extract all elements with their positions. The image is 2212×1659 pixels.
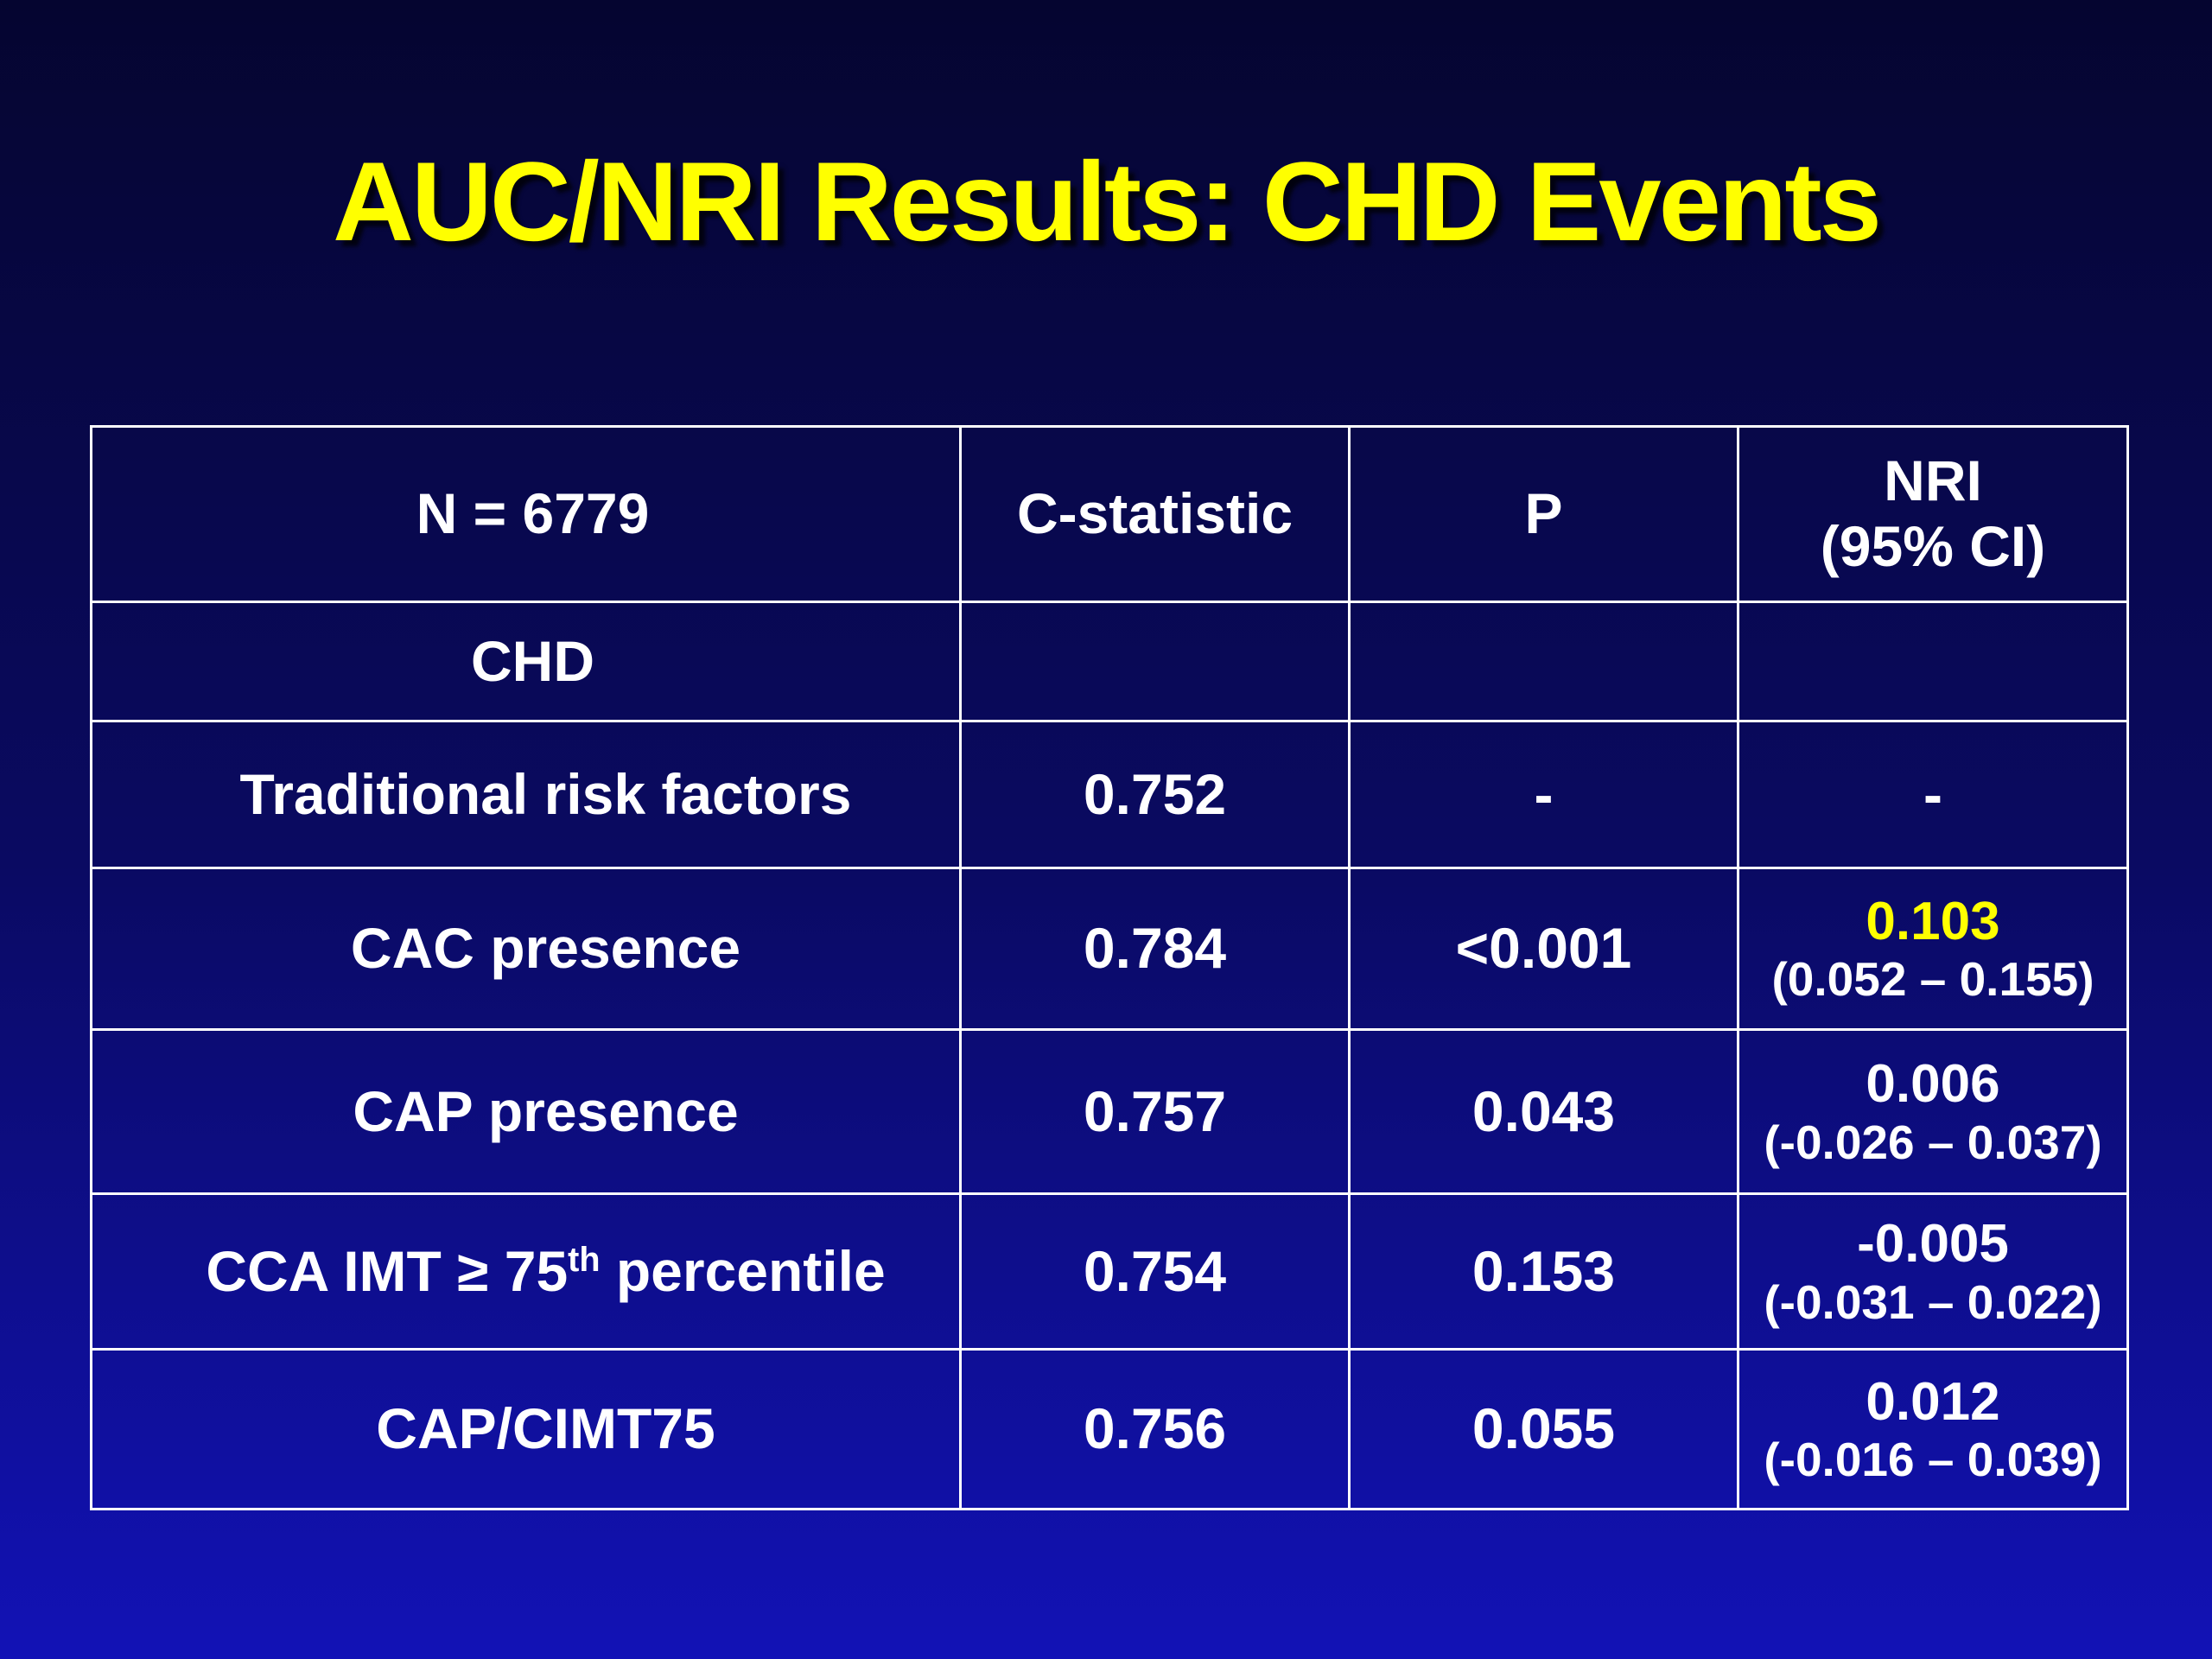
row-traditional-label: Traditional risk factors	[90, 720, 962, 869]
table-row-cap-cimt75: CAP/CIMT75 0.756 0.055 0.012 (-0.016 – 0…	[90, 1348, 2129, 1510]
header-cell-c-statistic: C-statistic	[959, 425, 1351, 603]
table-row-cca-imt: CCA IMT ≥ 75th percentile 0.754 0.153 -0…	[90, 1192, 2129, 1351]
row-cac-nri-ci: (0.052 – 0.155)	[1771, 952, 2094, 1007]
row-cca-imt-label-sup: th	[568, 1240, 601, 1279]
row-cap-cimt75-nri-ci: (-0.016 – 0.039)	[1764, 1433, 2102, 1487]
row-chd-label: CHD	[90, 601, 962, 722]
row-cap-label: CAP presence	[90, 1028, 962, 1195]
header-cell-p: P	[1348, 425, 1739, 603]
row-cca-imt-label: CCA IMT ≥ 75th percentile	[90, 1192, 962, 1351]
row-cca-imt-nri: -0.005 (-0.031 – 0.022)	[1737, 1192, 2129, 1351]
table-row-traditional: Traditional risk factors 0.752 - -	[90, 720, 2129, 869]
results-table: N = 6779 C-statistic P NRI (95% CI) CHD …	[90, 425, 2129, 1510]
row-cac-nri: 0.103 (0.052 – 0.155)	[1737, 867, 2129, 1031]
header-nri-line2: (95% CI)	[1820, 514, 2046, 578]
row-cap-c-statistic: 0.757	[959, 1028, 1351, 1195]
header-cell-nri: NRI (95% CI)	[1737, 425, 2129, 603]
row-cca-imt-p: 0.153	[1348, 1192, 1739, 1351]
header-nri-line1: NRI	[1884, 448, 1982, 513]
row-traditional-c-statistic: 0.752	[959, 720, 1351, 869]
row-cap-p: 0.043	[1348, 1028, 1739, 1195]
row-cac-label: CAC presence	[90, 867, 962, 1031]
row-cap-cimt75-nri-value: 0.012	[1866, 1371, 2000, 1432]
row-chd-nri	[1737, 601, 2129, 722]
row-chd-p	[1348, 601, 1739, 722]
header-cell-n: N = 6779	[90, 425, 962, 603]
row-cap-nri-ci: (-0.026 – 0.037)	[1764, 1115, 2102, 1169]
row-cap-nri: 0.006 (-0.026 – 0.037)	[1737, 1028, 2129, 1195]
table-row-cap: CAP presence 0.757 0.043 0.006 (-0.026 –…	[90, 1028, 2129, 1195]
row-cca-imt-label-post: percentile	[600, 1238, 886, 1303]
row-cac-c-statistic: 0.784	[959, 867, 1351, 1031]
row-cca-imt-nri-value: -0.005	[1857, 1214, 2009, 1274]
row-cca-imt-nri-ci: (-0.031 – 0.022)	[1764, 1274, 2102, 1329]
row-cap-cimt75-p: 0.055	[1348, 1348, 1739, 1510]
row-cac-p: <0.001	[1348, 867, 1739, 1031]
row-traditional-nri: -	[1737, 720, 2129, 869]
table-row-chd: CHD	[90, 601, 2129, 722]
row-chd-c-statistic	[959, 601, 1351, 722]
row-cca-imt-label-pre: CCA IMT ≥ 75	[206, 1238, 569, 1303]
row-traditional-p: -	[1348, 720, 1739, 869]
row-cca-imt-c-statistic: 0.754	[959, 1192, 1351, 1351]
row-cap-cimt75-label: CAP/CIMT75	[90, 1348, 962, 1510]
row-cap-nri-value: 0.006	[1866, 1054, 2000, 1115]
row-cap-cimt75-c-statistic: 0.756	[959, 1348, 1351, 1510]
table-header-row: N = 6779 C-statistic P NRI (95% CI)	[90, 425, 2129, 603]
row-cap-cimt75-nri: 0.012 (-0.016 – 0.039)	[1737, 1348, 2129, 1510]
row-cac-nri-value: 0.103	[1866, 891, 2000, 951]
table-row-cac: CAC presence 0.784 <0.001 0.103 (0.052 –…	[90, 867, 2129, 1031]
slide-title: AUC/NRI Results: CHD Events	[333, 138, 1882, 264]
